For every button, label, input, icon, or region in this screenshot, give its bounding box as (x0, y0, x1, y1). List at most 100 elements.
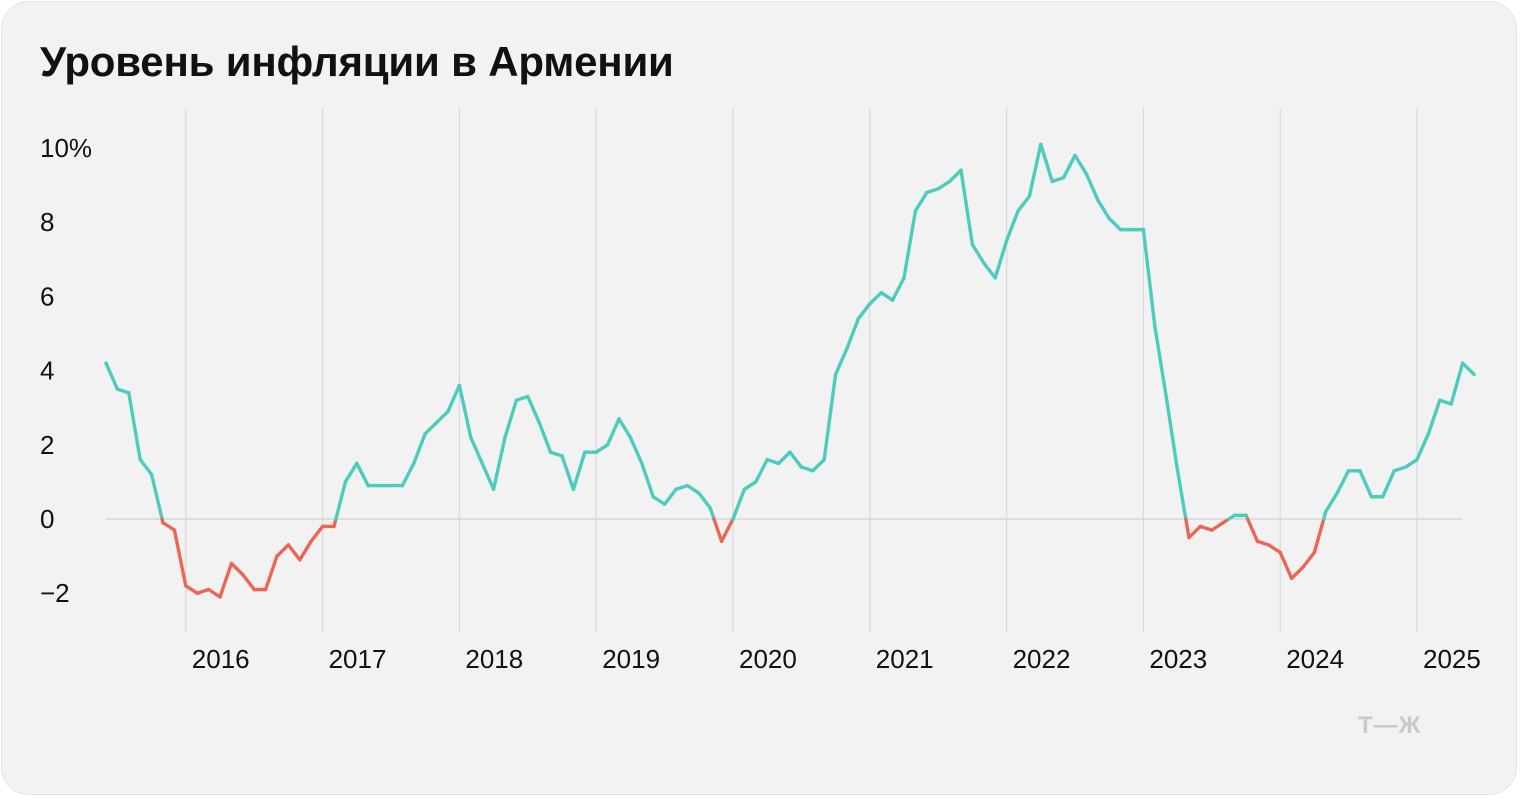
series-line-segment (959, 168, 975, 247)
series-line-segment (334, 480, 348, 521)
data-point (697, 491, 701, 495)
series-line-segment (879, 290, 895, 302)
data-point (788, 450, 792, 454)
data-point (605, 443, 610, 447)
x-tick-label: 2017 (329, 644, 387, 674)
data-point (640, 461, 644, 466)
data-point (1198, 524, 1203, 529)
series-line-segment (104, 361, 120, 391)
series-line-segment (1460, 361, 1476, 377)
series-line-segment (526, 394, 541, 425)
series-line-segment (799, 465, 815, 473)
data-point (1141, 227, 1146, 232)
series-line-segment (127, 391, 142, 462)
data-point (936, 187, 940, 191)
y-axis-ticks: 10% 8 6 4 2 0 −2 (40, 133, 92, 608)
series-line-segment (640, 461, 655, 499)
data-point (298, 558, 302, 562)
series-line-segment (742, 480, 758, 492)
series-line-segment (275, 543, 291, 558)
series-line-segment (548, 450, 564, 458)
data-point (1278, 550, 1282, 555)
series-line-segment (712, 517, 724, 543)
series-line-segment (229, 561, 245, 577)
data-point (1255, 539, 1260, 543)
data-point (389, 483, 393, 488)
data-point (275, 554, 279, 558)
series-line-segment (993, 239, 1009, 280)
data-point (833, 372, 838, 377)
x-axis-ticks: 2016 2017 2018 2019 2020 2021 2022 2023 2024 2025 (192, 644, 1481, 674)
series-line-segment (970, 242, 986, 265)
data-point (206, 587, 211, 592)
series-line-segment (925, 187, 940, 195)
series-line-segment (1084, 172, 1100, 202)
data-point (982, 261, 986, 265)
series-line-segment (1184, 517, 1191, 540)
y-tick-label: −2 (40, 578, 70, 608)
data-point (1187, 535, 1191, 540)
series-line-segment (1096, 198, 1111, 221)
series-line-segment (206, 587, 222, 599)
series-line-segment (298, 539, 313, 562)
data-point (229, 561, 234, 566)
series-line-segment (1324, 491, 1339, 514)
data-point (719, 539, 724, 543)
data-point (1210, 528, 1214, 532)
data-point (138, 457, 142, 462)
series-line-segment (1312, 517, 1326, 555)
series-line-segment (241, 572, 256, 592)
series-line-segment (902, 209, 918, 280)
data-point (161, 521, 165, 525)
series-line-segment (1061, 153, 1077, 180)
series-line-segment (617, 417, 633, 440)
series-line-segment (947, 168, 963, 184)
series-line-segment (890, 276, 906, 302)
data-point (560, 454, 564, 458)
data-point (241, 572, 245, 577)
x-tick-label: 2023 (1149, 644, 1207, 674)
x-tick-label: 2021 (876, 644, 934, 674)
data-point (309, 539, 313, 543)
data-point (1381, 495, 1385, 499)
series-line-segment (674, 483, 690, 492)
series-line-segment (400, 461, 416, 488)
data-point (1358, 469, 1362, 473)
series-line-segment (1392, 465, 1408, 473)
data-point (811, 469, 815, 473)
series-line-segment (628, 435, 644, 466)
series-line-segment (1301, 550, 1317, 569)
data-point (412, 461, 416, 466)
data-point (662, 502, 667, 506)
series-line-segment (195, 587, 211, 595)
y-tick-label: 8 (40, 207, 54, 237)
series-line-segment (1164, 394, 1180, 473)
data-point (1232, 513, 1237, 517)
data-point (1289, 576, 1294, 581)
data-point (1324, 509, 1328, 514)
data-point (115, 387, 120, 391)
data-point (594, 450, 598, 454)
data-point (913, 209, 918, 213)
series-line-segment (1050, 175, 1066, 184)
data-point (491, 487, 496, 492)
series-line-segment (1016, 194, 1032, 213)
data-point (469, 435, 473, 440)
series-line-segment (982, 261, 997, 280)
data-point (1415, 457, 1419, 462)
data-point (343, 480, 348, 484)
series-line-segment (913, 190, 929, 213)
data-point (514, 398, 519, 402)
data-point (1221, 521, 1225, 525)
inflation-series (104, 142, 1476, 599)
series-line-segment (1027, 142, 1043, 198)
data-point (400, 483, 405, 488)
series-line-segment (1175, 469, 1188, 521)
series-line-segment (1335, 469, 1351, 495)
data-point (286, 543, 291, 547)
data-point (674, 487, 678, 492)
data-point (548, 450, 553, 454)
data-point (1392, 469, 1396, 473)
data-point (1403, 465, 1408, 469)
series-line-segment (719, 517, 735, 543)
